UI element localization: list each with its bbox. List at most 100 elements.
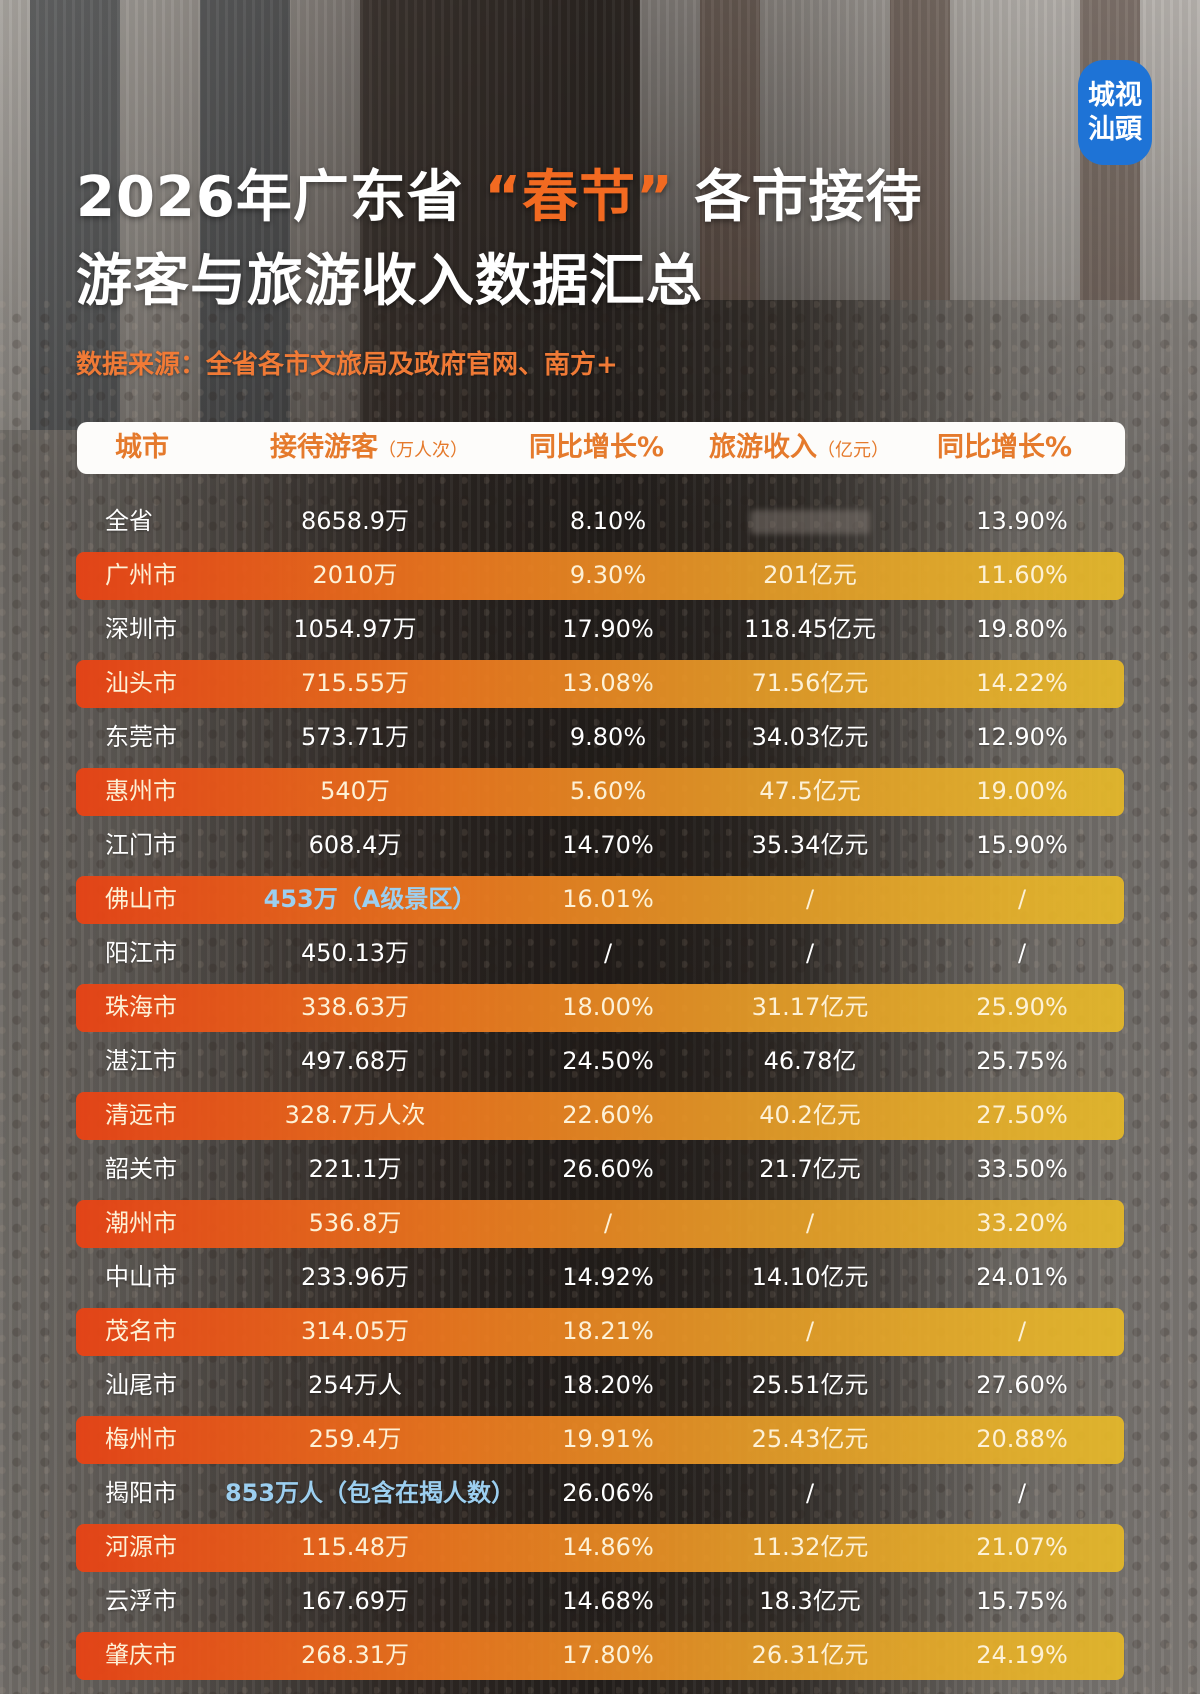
- cell-revenue-growth: 15.75%: [976, 1587, 1068, 1615]
- table-row: 惠州市 540万 5.60% 47.5亿元 19.00%: [0, 764, 1200, 818]
- cell-revenue-growth: 25.75%: [976, 1047, 1068, 1075]
- cell-visitors-growth: 14.70%: [562, 831, 654, 859]
- table-body: 全省 8658.9万 8.10% 13.90% 广州市 2010万 9.30% 201亿元 11…: [0, 494, 1200, 1682]
- cell-revenue-growth: 12.90%: [976, 723, 1068, 751]
- cell-visitors: 259.4万: [308, 1425, 402, 1453]
- cell-visitors-growth: 18.00%: [562, 993, 654, 1021]
- table-row: 河源市 115.48万 14.86% 11.32亿元 21.07%: [0, 1520, 1200, 1574]
- cell-revenue-growth: /: [1017, 1317, 1027, 1345]
- cell-visitors: 221.1万: [308, 1155, 402, 1183]
- title-line-1: 2026年广东省 “春节” 各市接待: [76, 156, 922, 240]
- cell-visitors: 450.13万: [301, 939, 409, 967]
- cell-city: 阳江市: [105, 939, 177, 967]
- table-row: 东莞市 573.71万 9.80% 34.03亿元 12.90%: [0, 710, 1200, 764]
- cell-visitors: 314.05万: [301, 1317, 409, 1345]
- cell-visitors: 254万人: [308, 1371, 402, 1399]
- cell-revenue: 14.10亿元: [751, 1263, 869, 1291]
- cell-visitors: 115.48万: [301, 1533, 409, 1561]
- title-line-2: 游客与旅游收入数据汇总: [76, 249, 703, 314]
- cell-revenue: 47.5亿元: [759, 777, 861, 805]
- title-highlight-spring-festival: “春节”: [484, 165, 674, 230]
- cell-city: 东莞市: [105, 723, 177, 751]
- header-revenue-growth: 同比增长%: [937, 432, 1073, 463]
- cell-revenue-growth: 19.00%: [976, 777, 1068, 805]
- header-visitors: 接待游客（万人次）: [270, 422, 468, 474]
- chengshi-shantou-logo: 城视 汕頭: [1078, 60, 1152, 165]
- cell-city: 江门市: [105, 831, 177, 859]
- table-row: 揭阳市 853万人（包含在揭人数） 26.06% / /: [0, 1466, 1200, 1520]
- header-revenue: 旅游收入（亿元）: [709, 422, 889, 474]
- cell-visitors-growth: 9.80%: [569, 723, 647, 751]
- table-row: 广州市 2010万 9.30% 201亿元 11.60%: [0, 548, 1200, 602]
- cell-revenue: 18.3亿元: [759, 1587, 861, 1615]
- cell-city: 肇庆市: [105, 1641, 177, 1669]
- cell-visitors-growth: 24.50%: [562, 1047, 654, 1075]
- table-row: 汕尾市 254万人 18.20% 25.51亿元 27.60%: [0, 1358, 1200, 1412]
- cell-city: 云浮市: [105, 1587, 177, 1615]
- cell-city: 汕尾市: [105, 1371, 177, 1399]
- cell-revenue-growth: 27.50%: [976, 1101, 1068, 1129]
- cell-city: 深圳市: [105, 615, 177, 643]
- table-row: 阳江市 450.13万 / / /: [0, 926, 1200, 980]
- cell-revenue: 21.7亿元: [759, 1155, 861, 1183]
- header-visitors-growth: 同比增长%: [529, 432, 665, 463]
- cell-city: 韶关市: [105, 1155, 177, 1183]
- header-city: 城市: [115, 432, 169, 463]
- cell-visitors-growth: 5.60%: [569, 777, 647, 805]
- redacted-revenue-blur: [750, 510, 870, 534]
- cell-revenue-growth: 11.60%: [976, 561, 1068, 589]
- table-row: 深圳市 1054.97万 17.90% 118.45亿元 19.80%: [0, 602, 1200, 656]
- table-row: 云浮市 167.69万 14.68% 18.3亿元 15.75%: [0, 1574, 1200, 1628]
- cell-revenue: 35.34亿元: [751, 831, 869, 859]
- cell-visitors: 1054.97万: [293, 615, 417, 643]
- table-row: 珠海市 338.63万 18.00% 31.17亿元 25.90%: [0, 980, 1200, 1034]
- title-prefix: 2026年广东省: [76, 165, 464, 230]
- cell-visitors: 167.69万: [301, 1587, 409, 1615]
- cell-revenue-growth: 24.01%: [976, 1263, 1068, 1291]
- cell-revenue: 31.17亿元: [751, 993, 869, 1021]
- cell-visitors: 608.4万: [308, 831, 402, 859]
- table-row: 全省 8658.9万 8.10% 13.90%: [0, 494, 1200, 548]
- cell-city: 潮州市: [105, 1209, 177, 1237]
- cell-revenue: 26.31亿元: [751, 1641, 869, 1669]
- page-title: 2026年广东省 “春节” 各市接待 游客与旅游收入数据汇总: [76, 156, 922, 324]
- cell-visitors-growth: 26.06%: [562, 1479, 654, 1507]
- cell-visitors: 2010万: [312, 561, 398, 589]
- cell-city: 珠海市: [105, 993, 177, 1021]
- cell-visitors-growth: 17.90%: [562, 615, 654, 643]
- table-row: 中山市 233.96万 14.92% 14.10亿元 24.01%: [0, 1250, 1200, 1304]
- table-row: 梅州市 259.4万 19.91% 25.43亿元 20.88%: [0, 1412, 1200, 1466]
- cell-city: 河源市: [105, 1533, 177, 1561]
- cell-visitors-growth: /: [603, 1209, 613, 1237]
- table-row: 湛江市 497.68万 24.50% 46.78亿 25.75%: [0, 1034, 1200, 1088]
- cell-city: 广州市: [105, 561, 177, 589]
- cell-revenue: /: [805, 939, 815, 967]
- cell-visitors: 536.8万: [308, 1209, 402, 1237]
- cell-visitors: 497.68万: [301, 1047, 409, 1075]
- cell-visitors: 338.63万: [301, 993, 409, 1021]
- cell-revenue-growth: 24.19%: [976, 1641, 1068, 1669]
- cell-city: 中山市: [105, 1263, 177, 1291]
- cell-revenue: 11.32亿元: [751, 1533, 869, 1561]
- cell-revenue: [700, 494, 920, 548]
- cell-revenue: 71.56亿元: [751, 669, 869, 697]
- cell-revenue-growth: 19.80%: [976, 615, 1068, 643]
- cell-revenue-growth: /: [1017, 1479, 1027, 1507]
- cell-visitors: 268.31万: [301, 1641, 409, 1669]
- logo-line-1: 城视: [1088, 79, 1142, 111]
- cell-city: 梅州市: [105, 1425, 177, 1453]
- cell-visitors: 853万人（包含在揭人数）: [224, 1479, 516, 1507]
- cell-revenue: 118.45亿元: [744, 615, 876, 643]
- table-row: 佛山市 453万（A级景区） 16.01% / /: [0, 872, 1200, 926]
- cell-revenue-growth: 20.88%: [976, 1425, 1068, 1453]
- cell-revenue: 25.51亿元: [751, 1371, 869, 1399]
- cell-visitors-growth: 17.80%: [562, 1641, 654, 1669]
- cell-visitors-growth: 14.68%: [562, 1587, 654, 1615]
- cell-revenue: 46.78亿: [763, 1047, 857, 1075]
- cell-visitors-growth: 13.08%: [562, 669, 654, 697]
- cell-revenue: /: [805, 1209, 815, 1237]
- cell-city: 汕头市: [105, 669, 177, 697]
- cell-revenue: /: [805, 885, 815, 913]
- cell-revenue: 40.2亿元: [759, 1101, 861, 1129]
